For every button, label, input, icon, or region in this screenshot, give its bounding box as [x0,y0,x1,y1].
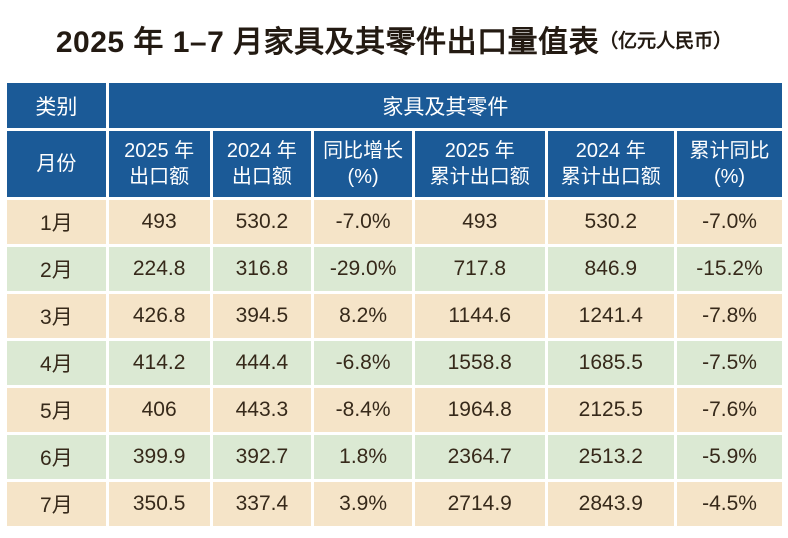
table-row-apr: 4月 414.2 444.4 -6.8% 1558.8 1685.5 -7.5% [7,341,782,385]
table-cell: 2364.7 [414,435,545,479]
table-cell: 846.9 [547,247,675,291]
table-cell: 530.2 [547,200,675,244]
header-row-category: 类别 家具及其零件 [7,83,782,128]
column-header-2025-cumulative: 2025 年 累计出口额 [414,131,545,197]
column-header-label: (%) [713,166,746,188]
table-cell: 392.7 [212,435,312,479]
table-cell: 1.8% [314,435,412,479]
month-cell: 3月 [7,294,106,338]
table-cell: 717.8 [414,247,545,291]
table-row-may: 5月 406 443.3 -8.4% 1964.8 2125.5 -7.6% [7,388,782,432]
export-data-table: 类别 家具及其零件 月份 2025 年 出口额 2024 年 出口额 同比增长 … [4,80,785,529]
table-cell: 493 [414,200,545,244]
page-title: 2025 年 1–7 月家具及其零件出口量值表 （亿元人民币） [0,0,788,78]
table-cell: -8.4% [314,388,412,432]
table-cell: 1241.4 [547,294,675,338]
table-cell: 1144.6 [414,294,545,338]
table-cell: 493 [108,200,210,244]
table-row-feb: 2月 224.8 316.8 -29.0% 717.8 846.9 -15.2% [7,247,782,291]
table-cell: 443.3 [212,388,312,432]
table-cell: 414.2 [108,341,210,385]
table-cell: 2843.9 [547,482,675,526]
page-title-main: 2025 年 1–7 月家具及其零件出口量值表 [55,26,600,59]
table-cell: -7.0% [314,200,412,244]
table-cell: -7.0% [677,200,782,244]
month-cell: 7月 [7,482,106,526]
table-cell: -4.5% [677,482,782,526]
column-header-label: 累计出口额 [429,166,530,188]
column-header-2024-cumulative: 2024 年 累计出口额 [547,131,675,197]
column-header-label: 同比增长 [323,140,404,162]
column-header-2024-export: 2024 年 出口额 [212,131,312,197]
table-cell: 2714.9 [414,482,545,526]
column-header-month: 月份 [7,131,106,197]
column-header-label: 累计同比 [689,140,770,162]
column-header-label: 月份 [36,153,77,175]
column-header-label: 出口额 [231,166,292,188]
table-cell: -7.8% [677,294,782,338]
table-cell: 394.5 [212,294,312,338]
table-cell: 1685.5 [547,341,675,385]
column-header-label: 2025 年 [124,140,195,162]
table-cell: 350.5 [108,482,210,526]
month-cell: 6月 [7,435,106,479]
table-cell: -6.8% [314,341,412,385]
column-header-yoy-growth: 同比增长 (%) [314,131,412,197]
table-cell: 399.9 [108,435,210,479]
table-cell: -15.2% [677,247,782,291]
table-cell: 224.8 [108,247,210,291]
table-cell: 2125.5 [547,388,675,432]
table-cell: 3.9% [314,482,412,526]
month-cell: 4月 [7,341,106,385]
table-cell: 1558.8 [414,341,545,385]
table-row-jun: 6月 399.9 392.7 1.8% 2364.7 2513.2 -5.9% [7,435,782,479]
table-row-jul: 7月 350.5 337.4 3.9% 2714.9 2843.9 -4.5% [7,482,782,526]
table-cell: -7.6% [677,388,782,432]
table-cell: -5.9% [677,435,782,479]
column-header-label: 2024 年 [226,140,297,162]
column-header-label: (%) [347,166,379,188]
table-cell: 530.2 [212,200,312,244]
table-cell: -7.5% [677,341,782,385]
table-cell: 316.8 [212,247,312,291]
column-header-label: 出口额 [129,166,190,188]
table-cell: 2513.2 [547,435,675,479]
table-cell: 8.2% [314,294,412,338]
table-cell: -29.0% [314,247,412,291]
table-cell: 406 [108,388,210,432]
table-row-mar: 3月 426.8 394.5 8.2% 1144.6 1241.4 -7.8% [7,294,782,338]
month-cell: 1月 [7,200,106,244]
header-row-columns: 月份 2025 年 出口额 2024 年 出口额 同比增长 (%) 2025 年… [7,131,782,197]
table-cell: 444.4 [212,341,312,385]
month-cell: 5月 [7,388,106,432]
page-title-unit: （亿元人民币） [599,30,733,52]
table-cell: 1964.8 [414,388,545,432]
column-header-2025-export: 2025 年 出口额 [108,131,210,197]
column-header-label: 2024 年 [575,140,646,162]
category-label-cell: 类别 [7,83,106,128]
category-span-cell: 家具及其零件 [108,83,782,128]
month-cell: 2月 [7,247,106,291]
table-row-jan: 1月 493 530.2 -7.0% 493 530.2 -7.0% [7,200,782,244]
column-header-label: 累计出口额 [560,166,661,188]
column-header-cumulative-yoy: 累计同比 (%) [677,131,782,197]
table-cell: 426.8 [108,294,210,338]
column-header-label: 2025 年 [444,140,515,162]
table-cell: 337.4 [212,482,312,526]
